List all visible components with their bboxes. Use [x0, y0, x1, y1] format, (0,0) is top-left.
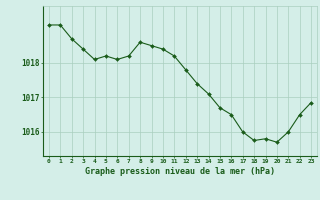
X-axis label: Graphe pression niveau de la mer (hPa): Graphe pression niveau de la mer (hPa) — [85, 167, 275, 176]
